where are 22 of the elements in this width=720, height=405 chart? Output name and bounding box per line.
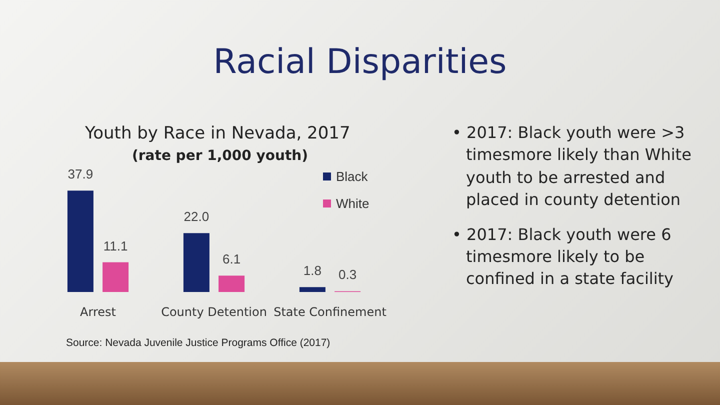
text: (rate per 1,000 youth)	[132, 148, 308, 164]
bar	[102, 262, 129, 292]
data-label: 0.3	[338, 267, 357, 282]
legend-label: White	[336, 196, 370, 211]
data-label: 37.9	[68, 166, 94, 182]
bar	[299, 287, 326, 292]
chart-subtitle: Youth by Race in Nevada, 2017	[84, 124, 350, 144]
data-label: 22.0	[184, 209, 210, 224]
x-tick-label: State Confinement	[274, 305, 387, 319]
text: • 2017: Black youth were 6 timesmore likely to be confined in a state facility	[452, 224, 675, 290]
bar	[67, 190, 94, 292]
x-tick-label: County Detention	[161, 305, 267, 319]
data-label: 11.1	[103, 238, 128, 254]
bar	[218, 276, 245, 292]
x-tick-label: Arrest	[80, 305, 116, 319]
text: • 2017: Black youth were >3 timesmore likely than White youth to be arrested and placed in county detention	[452, 122, 692, 212]
data-label: 1.8	[303, 263, 322, 278]
chart-title: Racial Disparities	[213, 42, 507, 82]
data-label: 6.1	[222, 252, 241, 267]
bar	[183, 233, 210, 292]
source-note: Source: Nevada Juvenile Justice Programs Office (2017)	[66, 337, 330, 349]
legend-label: Black	[336, 169, 368, 184]
